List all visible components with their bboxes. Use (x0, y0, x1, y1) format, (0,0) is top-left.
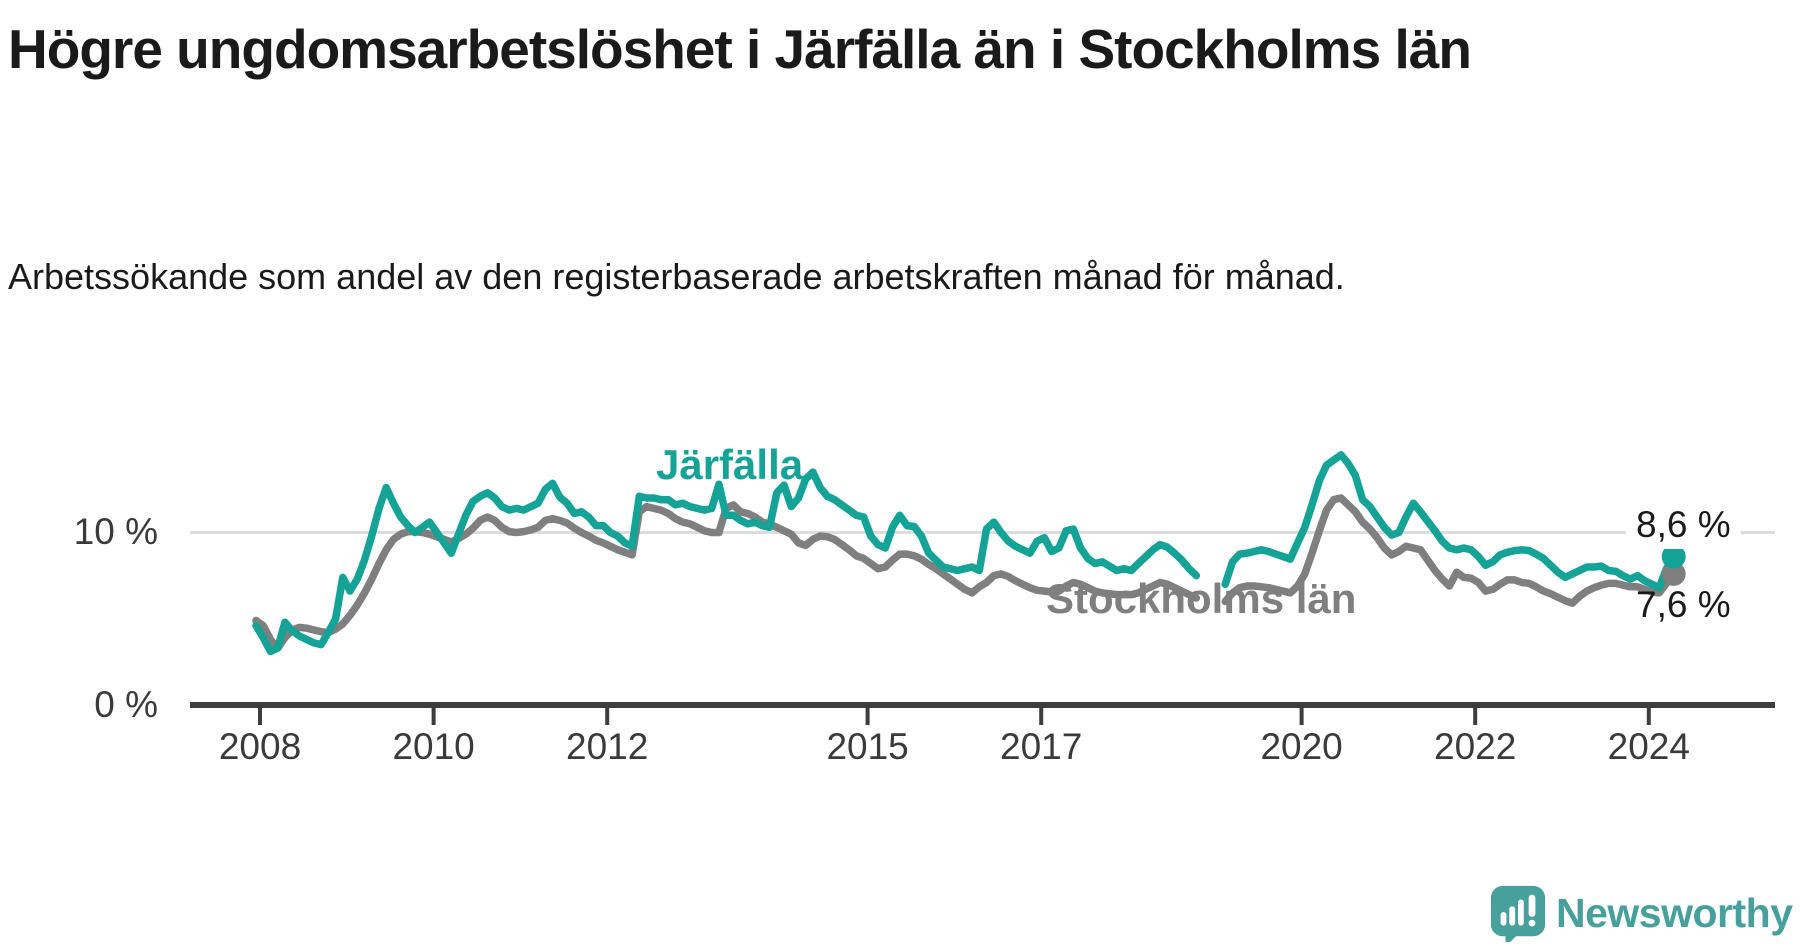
x-axis-label-2024: 2024 (1607, 726, 1690, 767)
x-axis-label-2020: 2020 (1260, 726, 1343, 767)
end-value-label-stockholms-lan: 7,6 % (1636, 584, 1731, 625)
newsworthy-logo-icon (1490, 885, 1546, 942)
x-axis-label-2010: 2010 (392, 726, 475, 767)
x-axis-label-2012: 2012 (566, 726, 649, 767)
x-axis-label-2015: 2015 (826, 726, 909, 767)
bar-chart-icon (1500, 894, 1536, 927)
y-axis-label-0: 0 % (94, 684, 158, 725)
x-axis-label-2022: 2022 (1434, 726, 1517, 767)
y-axis-label-10: 10 % (73, 511, 158, 552)
page-title: Högre ungdomsarbetslöshet i Järfälla än … (8, 18, 1472, 80)
brand-wordmark: Newsworthy (1556, 889, 1793, 936)
newsworthy-logo: Newsworthy (1489, 884, 1793, 942)
end-dot-stockholms-lan (1661, 561, 1686, 586)
end-value-label-jarfalla: 8,6 % (1626, 501, 1741, 549)
series-label-stockholms-lan: Stockholms län (1046, 575, 1357, 622)
end-dot-jarfalla (1661, 544, 1686, 569)
exclamation-icon (1528, 894, 1536, 917)
x-axis-label-2017: 2017 (1000, 726, 1083, 767)
series-label-jarfalla: Järfälla (656, 441, 804, 488)
series-line-jarfalla (252, 451, 1678, 656)
x-axis-label-2008: 2008 (218, 726, 302, 767)
chart-subtitle: Arbetssökande som andel av den registerb… (8, 256, 1345, 297)
series-line-stockholms-lan (252, 494, 1678, 652)
